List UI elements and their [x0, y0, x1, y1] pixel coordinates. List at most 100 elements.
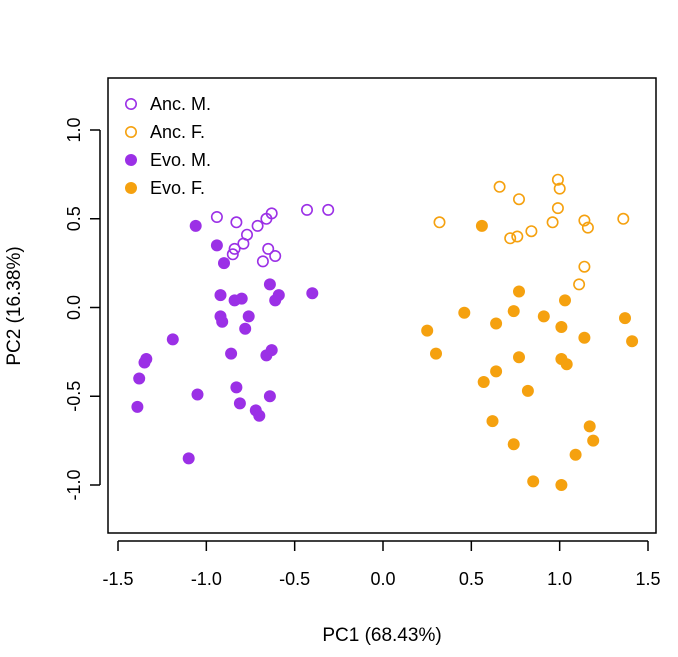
y-tick-label: -0.5: [64, 381, 84, 412]
y-tick-label: 1.0: [64, 117, 84, 142]
point-evo-f: [587, 434, 600, 447]
data-points: [131, 173, 639, 491]
point-anc-m: [230, 216, 243, 229]
point-anc-f: [573, 278, 586, 291]
plot-frame: [107, 77, 657, 534]
point-evo-f: [559, 294, 571, 307]
point-evo-f: [475, 219, 488, 232]
point-anc-f: [551, 173, 564, 186]
legend-label-evo-f: Evo. F.: [150, 178, 205, 198]
point-evo-f: [578, 331, 591, 344]
point-evo-f: [583, 420, 596, 433]
legend-marker-evo-f: [125, 182, 137, 194]
point-evo-m: [191, 388, 204, 401]
x-tick-label: -1.0: [191, 569, 222, 589]
point-anc-m: [226, 248, 239, 261]
y-tick-label: 0.5: [64, 206, 84, 231]
x-axis-label: PC1 (68.43%): [322, 625, 441, 646]
legend: Anc. M. Anc. F. Evo. M. Evo. F.: [125, 94, 211, 198]
point-evo-m: [138, 356, 151, 369]
point-anc-f: [493, 180, 506, 193]
point-anc-f: [525, 225, 538, 238]
point-anc-f: [578, 260, 591, 273]
point-evo-f: [555, 479, 568, 491]
point-anc-m: [260, 212, 273, 225]
point-evo-m: [210, 239, 223, 252]
point-evo-f: [507, 438, 520, 451]
point-evo-m: [182, 452, 195, 465]
x-tick-label: -0.5: [279, 569, 310, 589]
point-anc-f: [581, 221, 594, 234]
legend-label-anc-f: Anc. F.: [150, 122, 205, 142]
x-tick-label: 1.5: [635, 569, 660, 589]
point-anc-f: [433, 216, 446, 229]
point-anc-f: [551, 202, 564, 215]
point-evo-f: [458, 306, 471, 319]
point-evo-f: [486, 415, 499, 428]
point-evo-f: [513, 285, 525, 298]
point-anc-m: [269, 250, 282, 263]
point-anc-m: [256, 255, 269, 268]
point-anc-f: [504, 232, 517, 245]
point-anc-m: [228, 242, 241, 255]
point-evo-f: [569, 448, 582, 461]
point-evo-m: [253, 409, 266, 422]
legend-label-anc-m: Anc. M.: [150, 94, 211, 114]
point-evo-f: [430, 347, 442, 360]
point-evo-f: [507, 305, 520, 318]
point-anc-m: [210, 211, 223, 224]
x-tick-label: 0.5: [459, 569, 484, 589]
point-anc-f: [578, 214, 591, 227]
point-evo-m: [218, 257, 230, 270]
point-evo-m: [225, 347, 238, 360]
x-tick-label: -1.5: [102, 569, 133, 589]
point-anc-m: [322, 203, 335, 216]
point-evo-m: [265, 344, 278, 357]
x-tick-label: 0.0: [370, 569, 395, 589]
point-evo-f: [513, 351, 525, 364]
point-evo-f: [421, 324, 434, 337]
point-evo-f: [626, 335, 639, 348]
y-axis: -1.0 -0.5 0.0 0.5 1.0: [64, 117, 101, 501]
point-evo-m: [306, 287, 319, 300]
point-evo-m: [214, 289, 227, 302]
point-evo-f: [560, 358, 573, 371]
point-anc-m: [251, 219, 264, 232]
point-anc-m: [262, 242, 275, 255]
legend-label-evo-m: Evo. M.: [150, 150, 211, 170]
point-evo-m: [189, 219, 202, 232]
point-evo-m: [239, 322, 252, 335]
point-evo-m: [233, 397, 246, 410]
point-evo-f: [521, 384, 534, 397]
point-anc-f: [546, 216, 559, 229]
point-anc-f: [617, 212, 630, 225]
point-evo-m: [228, 294, 241, 307]
x-axis: -1.5 -1.0 -0.5 0.0 0.5 1.0 1.5: [102, 540, 661, 589]
legend-marker-anc-m: [125, 98, 138, 111]
point-evo-m: [263, 278, 276, 291]
point-evo-m: [166, 333, 179, 346]
point-evo-m: [242, 310, 255, 323]
point-evo-m: [263, 390, 276, 403]
legend-marker-evo-m: [125, 154, 137, 166]
y-axis-label: PC2 (16.38%): [4, 246, 25, 365]
point-evo-m: [131, 400, 144, 413]
point-evo-f: [555, 321, 568, 333]
point-evo-f: [477, 376, 490, 388]
point-anc-f: [511, 230, 524, 243]
point-evo-f: [619, 312, 631, 325]
x-tick-label: 1.0: [547, 569, 572, 589]
point-evo-f: [490, 317, 503, 330]
legend-marker-anc-f: [125, 126, 138, 139]
y-tick-label: 0.0: [64, 295, 84, 320]
point-evo-f: [537, 310, 550, 323]
point-evo-f: [490, 365, 503, 378]
point-evo-m: [269, 294, 282, 307]
point-anc-m: [300, 203, 313, 216]
point-evo-m: [216, 315, 229, 328]
point-anc-f: [512, 193, 525, 206]
y-tick-label: -1.0: [64, 469, 84, 500]
point-evo-m: [133, 372, 146, 385]
point-evo-m: [230, 381, 243, 394]
